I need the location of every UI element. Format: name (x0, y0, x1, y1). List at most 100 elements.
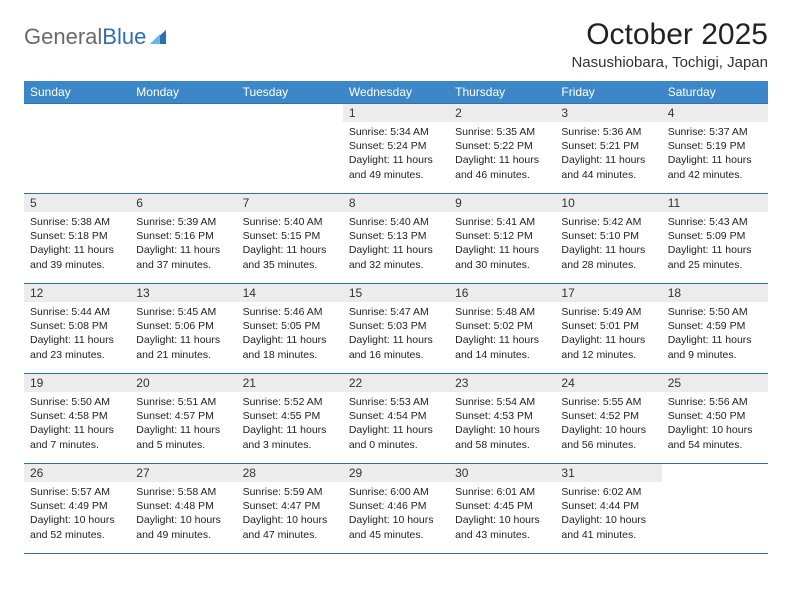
weekday-header: Monday (130, 81, 236, 104)
day-number: 27 (130, 464, 236, 482)
day-body: Sunrise: 5:53 AMSunset: 4:54 PMDaylight:… (343, 392, 449, 456)
daylight-text: Daylight: 11 hours and 25 minutes. (668, 243, 762, 271)
title-block: October 2025 Nasushiobara, Tochigi, Japa… (571, 18, 768, 71)
sunset-text: Sunset: 4:54 PM (349, 409, 443, 423)
sunrise-text: Sunrise: 5:50 AM (30, 395, 124, 409)
sunrise-text: Sunrise: 5:55 AM (561, 395, 655, 409)
calendar-cell: 12Sunrise: 5:44 AMSunset: 5:08 PMDayligh… (24, 284, 130, 374)
day-number: 13 (130, 284, 236, 302)
daylight-text: Daylight: 11 hours and 3 minutes. (243, 423, 337, 451)
sunset-text: Sunset: 5:12 PM (455, 229, 549, 243)
calendar-table: SundayMondayTuesdayWednesdayThursdayFrid… (24, 81, 768, 554)
calendar-row: 26Sunrise: 5:57 AMSunset: 4:49 PMDayligh… (24, 464, 768, 554)
calendar-row: 19Sunrise: 5:50 AMSunset: 4:58 PMDayligh… (24, 374, 768, 464)
weekday-header: Tuesday (237, 81, 343, 104)
day-body: Sunrise: 5:36 AMSunset: 5:21 PMDaylight:… (555, 122, 661, 186)
sunrise-text: Sunrise: 5:43 AM (668, 215, 762, 229)
daylight-text: Daylight: 11 hours and 44 minutes. (561, 153, 655, 181)
sunset-text: Sunset: 5:10 PM (561, 229, 655, 243)
day-number: 17 (555, 284, 661, 302)
sunrise-text: Sunrise: 5:41 AM (455, 215, 549, 229)
daylight-text: Daylight: 11 hours and 0 minutes. (349, 423, 443, 451)
weekday-header: Friday (555, 81, 661, 104)
sunset-text: Sunset: 4:47 PM (243, 499, 337, 513)
calendar-header-row: SundayMondayTuesdayWednesdayThursdayFrid… (24, 81, 768, 104)
brand-logo: GeneralBlue (24, 18, 170, 50)
calendar-cell: 15Sunrise: 5:47 AMSunset: 5:03 PMDayligh… (343, 284, 449, 374)
calendar-cell: 5Sunrise: 5:38 AMSunset: 5:18 PMDaylight… (24, 194, 130, 284)
calendar-cell: 25Sunrise: 5:56 AMSunset: 4:50 PMDayligh… (662, 374, 768, 464)
day-body: Sunrise: 5:34 AMSunset: 5:24 PMDaylight:… (343, 122, 449, 186)
calendar-cell: 6Sunrise: 5:39 AMSunset: 5:16 PMDaylight… (130, 194, 236, 284)
sunset-text: Sunset: 5:05 PM (243, 319, 337, 333)
sunset-text: Sunset: 4:53 PM (455, 409, 549, 423)
daylight-text: Daylight: 11 hours and 49 minutes. (349, 153, 443, 181)
day-number: 22 (343, 374, 449, 392)
calendar-cell: 11 Sunrise: 5:43 AMSunset: 5:09 PMDayligh… (662, 194, 768, 284)
calendar-cell: 8Sunrise: 5:40 AMSunset: 5:13 PMDaylight… (343, 194, 449, 284)
sunrise-text: Sunrise: 5:49 AM (561, 305, 655, 319)
calendar-cell: 9Sunrise: 5:41 AMSunset: 5:12 PMDaylight… (449, 194, 555, 284)
sunset-text: Sunset: 5:09 PM (668, 229, 762, 243)
calendar-cell: 17Sunrise: 5:49 AMSunset: 5:01 PMDayligh… (555, 284, 661, 374)
sunset-text: Sunset: 5:02 PM (455, 319, 549, 333)
header: GeneralBlue October 2025 Nasushiobara, T… (24, 18, 768, 71)
day-number: 5 (24, 194, 130, 212)
day-body: Sunrise: 5:40 AMSunset: 5:15 PMDaylight:… (237, 212, 343, 276)
sunset-text: Sunset: 5:13 PM (349, 229, 443, 243)
daylight-text: Daylight: 10 hours and 54 minutes. (668, 423, 762, 451)
weekday-header: Sunday (24, 81, 130, 104)
day-number: 20 (130, 374, 236, 392)
sunset-text: Sunset: 5:21 PM (561, 139, 655, 153)
daylight-text: Daylight: 11 hours and 46 minutes. (455, 153, 549, 181)
sunset-text: Sunset: 5:16 PM (136, 229, 230, 243)
day-number: 11 (662, 194, 768, 212)
day-body: Sunrise: 5:55 AMSunset: 4:52 PMDaylight:… (555, 392, 661, 456)
calendar-cell: 4Sunrise: 5:37 AMSunset: 5:19 PMDaylight… (662, 104, 768, 194)
sunset-text: Sunset: 4:52 PM (561, 409, 655, 423)
daylight-text: Daylight: 11 hours and 12 minutes. (561, 333, 655, 361)
calendar-row: 12Sunrise: 5:44 AMSunset: 5:08 PMDayligh… (24, 284, 768, 374)
calendar-cell: 1Sunrise: 5:34 AMSunset: 5:24 PMDaylight… (343, 104, 449, 194)
day-number: 30 (449, 464, 555, 482)
daylight-text: Daylight: 11 hours and 28 minutes. (561, 243, 655, 271)
brand-part2: Blue (102, 24, 146, 49)
day-body: Sunrise: 6:00 AMSunset: 4:46 PMDaylight:… (343, 482, 449, 546)
calendar-cell: 3Sunrise: 5:36 AMSunset: 5:21 PMDaylight… (555, 104, 661, 194)
calendar-cell: 19Sunrise: 5:50 AMSunset: 4:58 PMDayligh… (24, 374, 130, 464)
sunrise-text: Sunrise: 5:46 AM (243, 305, 337, 319)
calendar-cell: 22Sunrise: 5:53 AMSunset: 4:54 PMDayligh… (343, 374, 449, 464)
day-number: 2 (449, 104, 555, 122)
weekday-header: Wednesday (343, 81, 449, 104)
daylight-text: Daylight: 11 hours and 35 minutes. (243, 243, 337, 271)
day-number: 21 (237, 374, 343, 392)
day-number: 26 (24, 464, 130, 482)
calendar-cell: 14Sunrise: 5:46 AMSunset: 5:05 PMDayligh… (237, 284, 343, 374)
day-body: Sunrise: 5:44 AMSunset: 5:08 PMDaylight:… (24, 302, 130, 366)
calendar-cell: 27Sunrise: 5:58 AMSunset: 4:48 PMDayligh… (130, 464, 236, 554)
sunset-text: Sunset: 5:22 PM (455, 139, 549, 153)
weekday-header: Saturday (662, 81, 768, 104)
sunrise-text: Sunrise: 5:59 AM (243, 485, 337, 499)
calendar-cell: 21Sunrise: 5:52 AMSunset: 4:55 PMDayligh… (237, 374, 343, 464)
sunset-text: Sunset: 4:55 PM (243, 409, 337, 423)
calendar-cell: 28Sunrise: 5:59 AMSunset: 4:47 PMDayligh… (237, 464, 343, 554)
calendar-cell: 31Sunrise: 6:02 AMSunset: 4:44 PMDayligh… (555, 464, 661, 554)
sunset-text: Sunset: 4:48 PM (136, 499, 230, 513)
day-number: 8 (343, 194, 449, 212)
day-body: Sunrise: 5:57 AMSunset: 4:49 PMDaylight:… (24, 482, 130, 546)
calendar-cell: 23Sunrise: 5:54 AMSunset: 4:53 PMDayligh… (449, 374, 555, 464)
sunset-text: Sunset: 5:03 PM (349, 319, 443, 333)
daylight-text: Daylight: 10 hours and 45 minutes. (349, 513, 443, 541)
day-body: Sunrise: 5:46 AMSunset: 5:05 PMDaylight:… (237, 302, 343, 366)
day-body: Sunrise: 5:52 AMSunset: 4:55 PMDaylight:… (237, 392, 343, 456)
sunrise-text: Sunrise: 5:57 AM (30, 485, 124, 499)
sunrise-text: Sunrise: 6:00 AM (349, 485, 443, 499)
daylight-text: Daylight: 10 hours and 41 minutes. (561, 513, 655, 541)
day-body: Sunrise: 6:02 AMSunset: 4:44 PMDaylight:… (555, 482, 661, 546)
sunrise-text: Sunrise: 5:44 AM (30, 305, 124, 319)
calendar-cell: 24Sunrise: 5:55 AMSunset: 4:52 PMDayligh… (555, 374, 661, 464)
daylight-text: Daylight: 10 hours and 52 minutes. (30, 513, 124, 541)
day-number: 28 (237, 464, 343, 482)
day-body: Sunrise: 5:48 AMSunset: 5:02 PMDaylight:… (449, 302, 555, 366)
